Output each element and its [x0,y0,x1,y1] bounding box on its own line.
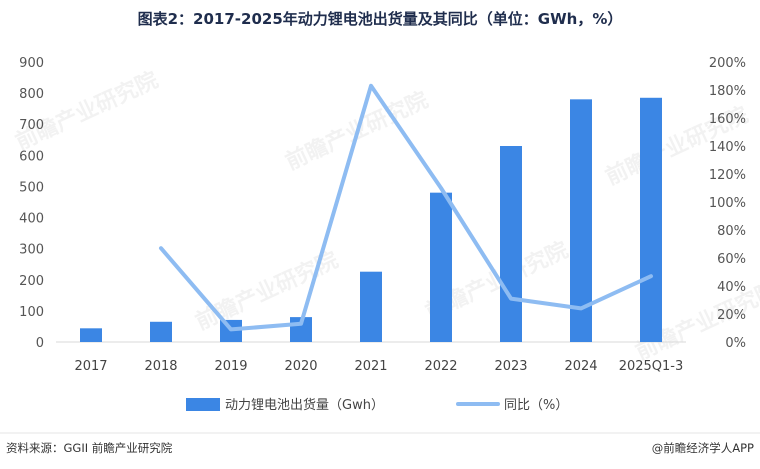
right-tick-label: 180% [709,84,746,99]
left-tick-label: 0 [36,336,44,351]
left-tick-label: 800 [19,87,44,102]
yoy-point [509,297,513,301]
footer-brand: @前瞻经济学人APP [652,441,754,455]
yoy-point [299,322,303,326]
right-tick-label: 40% [717,280,746,295]
right-tick-label: 160% [709,112,746,127]
category-label: 2025Q1-3 [619,359,684,374]
right-tick-label: 80% [717,224,746,239]
category-label: 2023 [494,359,527,374]
right-tick-label: 20% [717,308,746,323]
bar [570,99,592,342]
bar [430,192,452,342]
right-tick-label: 100% [709,196,746,211]
right-axis-ticks: 0% 20% 40% 60% 80% 100% 120% 140% 160% 180% 200% [709,56,746,351]
category-label: 2021 [354,359,387,374]
category-label: 2019 [214,359,247,374]
bar [500,146,522,342]
right-tick-label: 200% [709,56,746,71]
category-labels: 2017 2018 2019 2020 2021 2022 2023 2024 2025Q1-3 [74,359,683,374]
right-tick-label: 140% [709,140,746,155]
watermark-text: 前瞻产业研究院 [12,67,163,156]
footer-source: 资料来源：GGII 前瞻产业研究院 [6,441,173,455]
right-tick-label: 60% [717,252,746,267]
legend-swatch-bar [186,398,220,411]
left-tick-label: 400 [19,212,44,227]
category-label: 2017 [74,359,107,374]
legend-label-line: 同比（%） [504,398,568,413]
left-tick-label: 500 [19,180,44,195]
left-axis-ticks: 0 100 200 300 400 500 600 700 800 900 [19,56,44,351]
yoy-point [579,306,583,310]
category-label: 2018 [144,359,177,374]
yoy-point [229,327,233,331]
left-tick-label: 900 [19,56,44,71]
bar [640,97,662,343]
legend: 动力锂电池出货量（Gwh） 同比（%） [186,397,568,413]
chart-title: 图表2：2017-2025年动力锂电池出货量及其同比（单位：GWh，%） [138,10,623,28]
left-tick-label: 300 [19,243,44,258]
bar [80,328,102,342]
right-tick-label: 120% [709,168,746,183]
left-tick-label: 100 [19,305,44,320]
yoy-point [649,274,653,278]
category-label: 2024 [564,359,597,374]
line-series [159,83,653,332]
bar-series [80,97,662,343]
yoy-point [439,186,443,190]
left-tick-label: 700 [19,118,44,133]
left-tick-label: 200 [19,274,44,289]
bar [150,321,172,342]
legend-label-bar: 动力锂电池出货量（Gwh） [225,397,384,413]
category-label: 2020 [284,359,317,374]
right-tick-label: 0% [725,336,746,351]
left-tick-label: 600 [19,149,44,164]
yoy-line [159,83,653,332]
category-label: 2022 [424,359,457,374]
yoy-point [159,246,163,250]
bar [360,271,382,342]
yoy-point [369,84,373,88]
